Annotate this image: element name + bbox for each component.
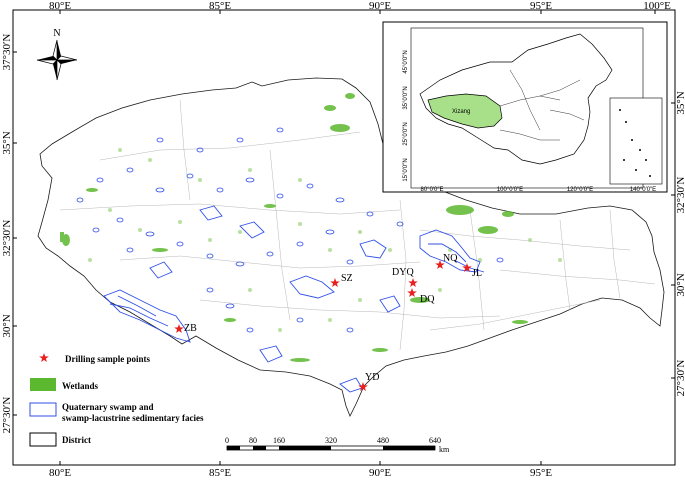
scale-tick: 0 <box>225 436 229 445</box>
facies-specks <box>76 127 504 333</box>
lon-label: 85°E <box>209 0 231 12</box>
site-marker-zb <box>174 324 184 333</box>
site-marker-jl <box>462 263 472 272</box>
lat-label: 35°N <box>675 91 685 114</box>
lat-label: 35°N <box>1 131 13 154</box>
scale-unit: km <box>439 445 450 454</box>
site-markers <box>174 260 472 391</box>
inset-lat-label: 15°0′0″N <box>403 158 409 181</box>
legend-drilling-label: Drilling sample points <box>65 354 151 364</box>
inset-lat-label: 45°0′0″N <box>403 50 409 73</box>
site-label: YD <box>365 372 379 383</box>
site-label: JL <box>472 268 482 279</box>
legend-district-label: District <box>62 435 91 445</box>
facies-areas <box>103 205 485 393</box>
site-labels: SZ DYQ DQ NQ JL ZB YD <box>184 253 482 383</box>
north-label: N <box>53 28 60 39</box>
north-arrow: N <box>36 28 78 81</box>
inset-xizang <box>427 93 503 129</box>
lon-label: 95°E <box>530 0 552 12</box>
inset-lat-label: 25°0′0″N <box>403 122 409 145</box>
inset-map: Xizang 45°0′0″N 35°0′0″N 25°0′0″N 15°0′0… <box>382 21 668 193</box>
lon-label: 100°E <box>643 0 671 12</box>
wetland-speckles <box>88 148 562 332</box>
site-marker-dyq <box>408 278 418 287</box>
lon-label: 95°E <box>530 467 552 479</box>
inset-south-sea-box <box>609 97 663 185</box>
site-marker-yd <box>358 382 368 391</box>
lon-label: 90°E <box>369 0 391 12</box>
site-label: ZB <box>184 323 197 334</box>
scale-tick: 480 <box>377 436 389 445</box>
inset-xizang-label: Xizang <box>452 109 470 115</box>
inset-lon-label: 80°0′0″E <box>421 187 444 193</box>
scale-tick: 160 <box>273 436 285 445</box>
site-label: DYQ <box>392 267 414 278</box>
inset-china-outline <box>419 33 613 165</box>
lon-label: 85°E <box>209 467 231 479</box>
frame-ticks <box>13 10 675 465</box>
inset-islands <box>619 109 651 177</box>
lat-label: 27°30′N <box>675 360 685 397</box>
right-lat-labels: 35°N 32°30′N 30°N 27°30′N <box>675 91 685 396</box>
site-marker-dq <box>407 288 417 297</box>
lon-label: 80°E <box>49 0 71 12</box>
legend-facies-label-2: swamp-lacustrine sedimentary facies <box>62 413 204 423</box>
scale-tick: 80 <box>249 436 257 445</box>
site-label: SZ <box>341 273 353 284</box>
site-label: NQ <box>443 253 458 264</box>
lat-label: 27°30′N <box>1 397 13 434</box>
lon-label: 90°E <box>369 467 391 479</box>
legend-wetland-swatch <box>30 378 56 391</box>
wetland-areas <box>60 93 528 362</box>
site-marker-sz <box>330 278 340 287</box>
legend-star-icon <box>39 353 49 362</box>
legend: Drilling sample points Wetlands Quaterna… <box>29 353 204 447</box>
legend-facies-label-1: Quaternary swamp and <box>62 402 154 412</box>
site-marker-nq <box>435 260 445 269</box>
bottom-lon-labels: 80°E 85°E 90°E 95°E <box>49 467 552 479</box>
inset-lon-label: 120°0′0″E <box>567 187 593 193</box>
lat-label: 32°30′N <box>675 177 685 214</box>
lat-label: 30°N <box>1 314 13 337</box>
scale-tick: 640 <box>429 436 441 445</box>
site-label: DQ <box>420 294 435 305</box>
lat-label: 37°30′N <box>1 34 13 71</box>
lat-label: 30°N <box>675 273 685 296</box>
legend-district-swatch <box>29 432 57 447</box>
lat-label: 32°30′N <box>1 220 13 257</box>
inset-lon-label: 140°0′0″E <box>630 187 656 193</box>
scale-tick: 320 <box>325 436 337 445</box>
scale-bar: 0 80 160 320 480 640 km <box>225 436 450 454</box>
lon-label: 80°E <box>49 467 71 479</box>
legend-wetland-label: Wetlands <box>62 381 99 391</box>
left-lat-labels: 37°30′N 35°N 32°30′N 30°N 27°30′N <box>1 34 13 434</box>
top-lon-labels: 80°E 85°E 90°E 95°E 100°E <box>49 0 671 12</box>
inset-lat-label: 35°0′0″N <box>403 86 409 109</box>
legend-facies-swatch <box>29 402 57 417</box>
district-lines <box>59 99 656 351</box>
inset-lon-label: 100°0′0″E <box>497 187 523 193</box>
inset-province-lines <box>499 69 585 141</box>
